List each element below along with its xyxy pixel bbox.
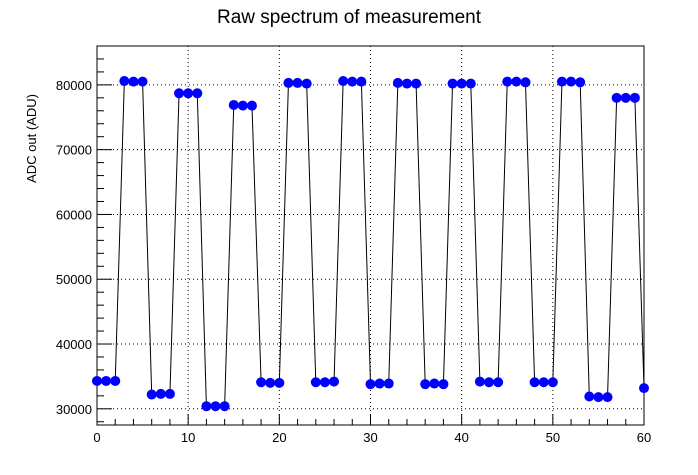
- data-point: [347, 76, 358, 87]
- data-points: [92, 75, 649, 412]
- data-point: [338, 75, 349, 86]
- x-tick-label: 30: [363, 430, 377, 445]
- axis-ticks: [96, 45, 645, 425]
- data-point: [474, 376, 485, 387]
- data-point: [246, 100, 257, 111]
- data-point: [265, 377, 276, 388]
- data-point: [228, 99, 239, 110]
- data-point: [420, 379, 431, 390]
- x-tick-label: 10: [181, 430, 195, 445]
- data-point: [256, 377, 267, 388]
- data-point: [219, 401, 230, 412]
- data-point: [329, 376, 340, 387]
- y-axis-title: ADC out (ADU): [24, 94, 39, 183]
- data-point: [547, 377, 558, 388]
- data-point: [119, 75, 130, 86]
- data-point: [383, 378, 394, 389]
- series-line-layer: [97, 80, 645, 407]
- data-point: [155, 388, 166, 399]
- data-point: [392, 77, 403, 88]
- data-point: [584, 391, 595, 402]
- x-tick-label: 0: [93, 430, 100, 445]
- data-point: [201, 401, 212, 412]
- data-point: [538, 377, 549, 388]
- data-point: [365, 379, 376, 390]
- data-point: [493, 377, 504, 388]
- x-tick-label: 60: [637, 430, 651, 445]
- x-tick-label: 40: [454, 430, 468, 445]
- data-point: [319, 377, 330, 388]
- data-point: [529, 377, 540, 388]
- data-point: [401, 78, 412, 89]
- data-point: [502, 76, 513, 87]
- data-point: [210, 401, 221, 412]
- data-point: [274, 377, 285, 388]
- data-point: [374, 378, 385, 389]
- data-point: [456, 78, 467, 89]
- chart-title: Raw spectrum of measurement: [217, 7, 482, 28]
- tick-labels: 0 10 20 30 40 50 60 30000 40000 50000 60000 70000 80…: [56, 78, 651, 445]
- data-point: [301, 78, 312, 89]
- data-point: [611, 92, 622, 103]
- series-line: [97, 80, 645, 407]
- data-point: [283, 77, 294, 88]
- data-point: [465, 78, 476, 89]
- data-point: [292, 77, 303, 88]
- data-point: [310, 377, 321, 388]
- data-point: [411, 78, 422, 89]
- x-tick-label: 20: [272, 430, 286, 445]
- data-point: [620, 92, 631, 103]
- data-point: [237, 100, 248, 111]
- data-point: [593, 392, 604, 403]
- data-point: [520, 77, 531, 88]
- y-tick-label: 80000: [56, 78, 92, 93]
- data-point: [629, 92, 640, 103]
- y-tick-label: 70000: [56, 143, 92, 158]
- data-point: [484, 377, 495, 388]
- data-point: [602, 392, 613, 403]
- data-point: [146, 389, 157, 400]
- data-point: [511, 76, 522, 87]
- data-point: [92, 375, 102, 386]
- data-point: [164, 388, 175, 399]
- data-point: [438, 379, 449, 390]
- data-point: [110, 375, 121, 386]
- x-tick-label: 50: [546, 430, 560, 445]
- data-point: [575, 77, 586, 88]
- data-point: [174, 88, 185, 99]
- data-point: [192, 88, 203, 99]
- y-tick-label: 30000: [56, 402, 92, 417]
- data-point: [566, 76, 577, 87]
- data-point: [128, 76, 139, 87]
- y-tick-label: 60000: [56, 207, 92, 222]
- data-point: [137, 76, 148, 87]
- y-tick-label: 40000: [56, 337, 92, 352]
- data-point: [429, 378, 440, 389]
- y-tick-label: 50000: [56, 272, 92, 287]
- data-point: [447, 78, 458, 89]
- data-point: [183, 88, 194, 99]
- data-point: [639, 383, 649, 394]
- data-point: [101, 375, 112, 386]
- data-point: [556, 76, 567, 87]
- data-point: [356, 76, 367, 87]
